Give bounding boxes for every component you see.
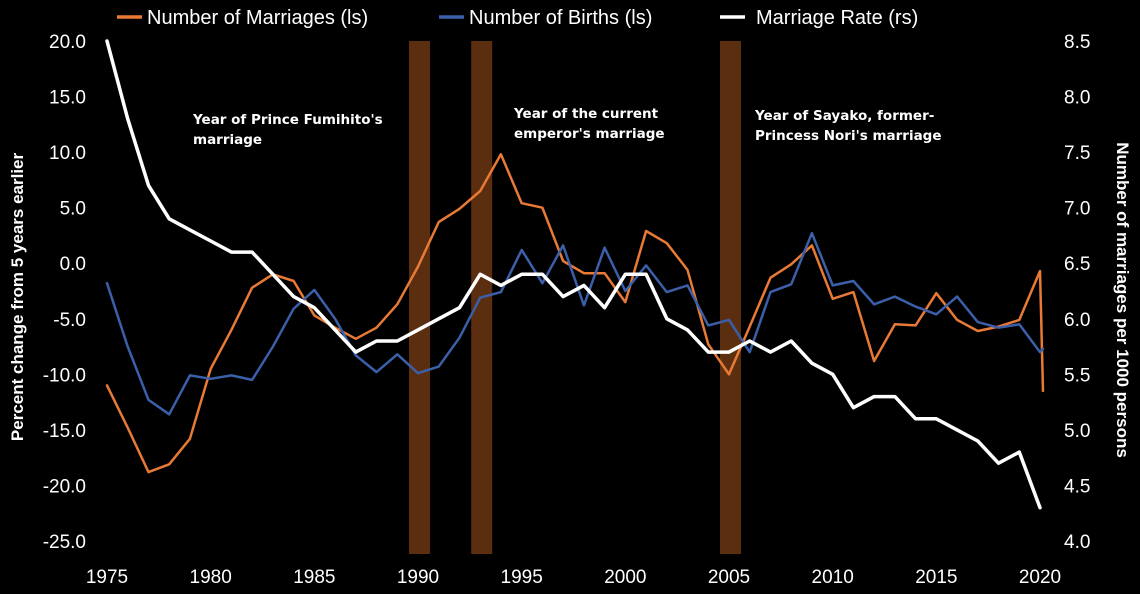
right-axis-ticks: 8.5 8.0 7.5 7.0 6.5 6.0 5.5 5.0 4.5 4.0 (1064, 32, 1090, 553)
left-tick-label: 20.0 (49, 32, 86, 53)
right-tick-label: 4.0 (1064, 532, 1090, 553)
legend-label-2: Number of Births (ls) (469, 7, 652, 29)
highlight-band-1990 (409, 41, 430, 554)
series-line-3 (105, 39, 1042, 510)
right-axis-title: Number of marriages per 1000 persons (1113, 142, 1132, 458)
series-lines (105, 39, 1045, 510)
x-tick-label: 1980 (190, 567, 232, 588)
annotation-1-line-1: Year of Prince Fumihito's (192, 112, 383, 128)
series-line-2 (105, 231, 1045, 416)
left-tick-label: 5.0 (60, 199, 86, 220)
annotation-3-line-1: Year of Sayako, former- (754, 108, 934, 124)
annotation-2-line-2: emperor's marriage (514, 126, 665, 142)
left-tick-label: 15.0 (49, 88, 86, 109)
x-tick-label: 2010 (812, 567, 854, 588)
right-tick-label: 6.5 (1064, 254, 1090, 275)
left-axis-ticks: 20.0 15.0 10.0 5.0 0.0 -5.0 -10.0 -15.0 -20.0 -25… (43, 32, 86, 553)
left-tick-label: -10.0 (43, 365, 86, 386)
right-tick-label: 5.5 (1064, 365, 1090, 386)
left-tick-label: -25.0 (43, 532, 86, 553)
series-line-1 (105, 153, 1045, 474)
annotations: Year of Prince Fumihito's marriage Year of… (192, 106, 942, 148)
left-tick-label: -5.0 (53, 310, 86, 331)
legend: Number of Marriages (ls) Number of Births… (117, 7, 918, 29)
left-axis-title: Percent change from 5 years earlier (8, 153, 27, 442)
annotation-1-line-2: marriage (193, 132, 262, 148)
highlight-band-2005 (720, 41, 741, 554)
legend-label-3: Marriage Rate (rs) (756, 7, 918, 29)
right-tick-label: 8.0 (1064, 88, 1090, 109)
x-tick-label: 2020 (1019, 567, 1061, 588)
x-axis-ticks: 1975 1980 1985 1990 1995 2000 2005 2010 2015 2020 (86, 567, 1061, 588)
left-tick-label: -15.0 (43, 421, 86, 442)
left-tick-label: 0.0 (60, 254, 86, 275)
right-tick-label: 7.0 (1064, 199, 1090, 220)
legend-label-1: Number of Marriages (ls) (147, 7, 368, 29)
annotation-3-line-2: Princess Nori's marriage (755, 128, 942, 144)
x-tick-label: 2005 (708, 567, 750, 588)
right-tick-label: 5.0 (1064, 421, 1090, 442)
right-tick-label: 8.5 (1064, 32, 1090, 53)
x-tick-label: 1990 (397, 567, 439, 588)
right-tick-label: 7.5 (1064, 143, 1090, 164)
right-tick-label: 4.5 (1064, 476, 1090, 497)
right-tick-label: 6.0 (1064, 310, 1090, 331)
x-tick-label: 2015 (915, 567, 957, 588)
annotation-2-line-1: Year of the current (513, 106, 659, 122)
x-tick-label: 1995 (501, 567, 543, 588)
left-tick-label: 10.0 (49, 143, 86, 164)
x-tick-label: 2000 (604, 567, 646, 588)
x-tick-label: 1975 (86, 567, 128, 588)
x-tick-label: 1985 (293, 567, 335, 588)
left-tick-label: -20.0 (43, 476, 86, 497)
